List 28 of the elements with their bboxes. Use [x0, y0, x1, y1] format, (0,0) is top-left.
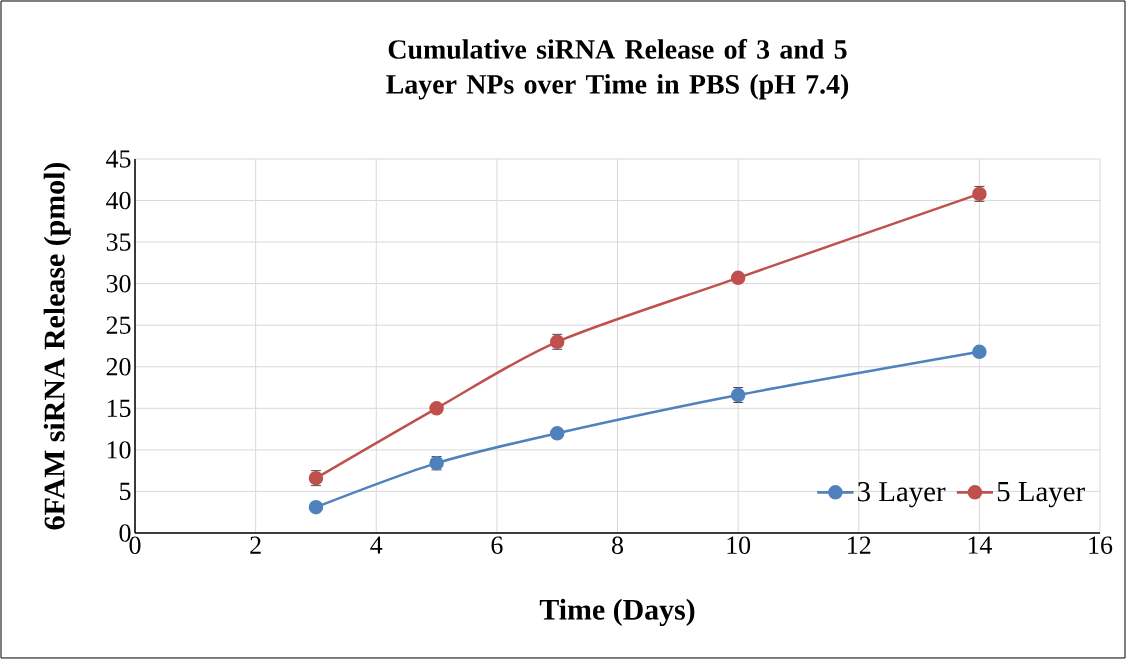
point — [308, 499, 324, 515]
y-tick-label: 40 — [106, 191, 131, 210]
legend-label: 3 Layer — [858, 482, 946, 508]
y-tick-label: 25 — [106, 316, 131, 334]
x-tick-label: 10 — [727, 536, 751, 554]
y-tick-label: 15 — [107, 399, 131, 417]
point — [972, 344, 987, 360]
y-tick-label: 5 — [120, 482, 131, 501]
y-tick-label: 35 — [106, 233, 131, 251]
y-tick-label: 0 — [119, 524, 131, 542]
x-tick-label: 4 — [370, 536, 383, 554]
x-tick-label: 12 — [848, 536, 871, 554]
x-tick-label: 14 — [968, 536, 992, 554]
x-axis-title: Time (Days) — [539, 598, 695, 627]
point — [549, 426, 565, 441]
y-tick-label: 10 — [107, 441, 131, 459]
y-axis-title: 6FAM siRNA Release (pmol) — [43, 162, 71, 530]
legend-label: 5 Layer — [997, 482, 1085, 508]
x-tick-label: 6 — [491, 536, 503, 554]
y-tick-label: 30 — [106, 274, 131, 293]
y-tick-label: 45 — [106, 150, 131, 168]
x-tick-label: 2 — [250, 536, 261, 554]
y-tick-label: 20 — [106, 358, 131, 376]
chart-title: Cumulative siRNA Release of 3 and 5 Layer NPs over Time in PBS (pH 7.4) — [386, 38, 849, 100]
point — [429, 401, 444, 416]
x-tick-label: 8 — [612, 536, 623, 554]
x-tick-label: 16 — [1089, 536, 1113, 554]
point — [730, 270, 746, 286]
